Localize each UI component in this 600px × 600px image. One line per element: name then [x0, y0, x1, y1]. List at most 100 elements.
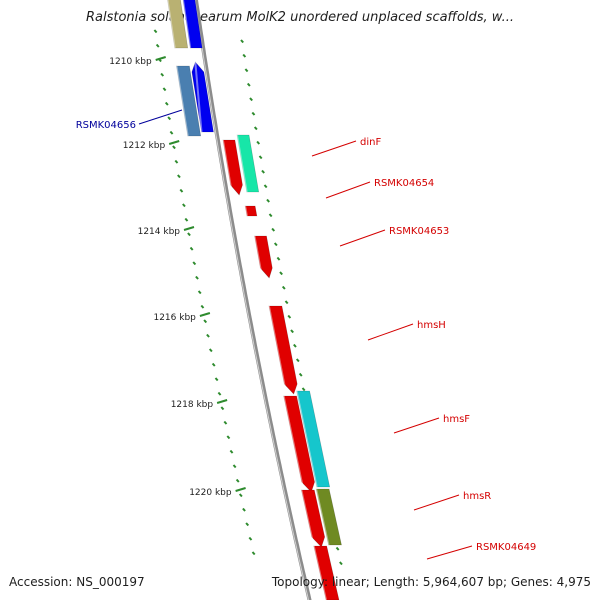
- gene-hmsh: [268, 305, 298, 395]
- gene-khaki-top: [167, 0, 189, 49]
- gene-blue-second: [191, 61, 214, 133]
- gene-hmsr-shine: [315, 488, 330, 546]
- right-track-guide-dot: [271, 227, 276, 232]
- left-track-guide-dot: [206, 333, 210, 338]
- scale-ticks: 1210 kbp 1212 kbp 1214 kbp 1216 kbp 1218 kbp…: [109, 56, 246, 498]
- gene-red-hmsf-strand: [283, 395, 315, 493]
- scale-tick: [235, 487, 246, 492]
- left-track-guide-dot: [200, 304, 205, 309]
- right-track-guide-dot: [279, 271, 283, 276]
- backbone-highlight: [194, 0, 310, 600]
- gene-label: hmsF: [443, 414, 470, 425]
- left-track-guide-dot: [217, 391, 222, 396]
- left-track-guide-dot: [160, 72, 165, 77]
- gene-leader-line: [311, 140, 357, 157]
- right-track-guide-dot: [281, 285, 286, 290]
- gene-label: hmsH: [417, 320, 446, 331]
- left-track-guide-dot: [184, 217, 189, 222]
- left-track-guide-dot: [235, 478, 240, 483]
- left-track-guide-dot: [223, 420, 228, 425]
- gene-rsmk04654: [244, 205, 258, 217]
- gene-features: [166, 0, 342, 600]
- gene-aqua: [236, 134, 260, 193]
- gene-hmsf: [296, 390, 331, 488]
- right-track-guide-dot: [256, 140, 261, 145]
- right-track-guide-dot: [298, 372, 303, 377]
- gene-label: RSMK04649: [476, 542, 536, 553]
- left-track-guide-dot: [167, 116, 172, 121]
- gene-blue-second-shine: [194, 61, 203, 133]
- gene-red-hmsr-strand-shine: [300, 489, 315, 548]
- gene-label: hmsR: [463, 491, 491, 502]
- gene-leader-line: [413, 494, 460, 511]
- left-track-guide-dot: [208, 348, 213, 353]
- scale-tick-label: 1216 kbp: [153, 313, 196, 323]
- right-track-guide-dot: [249, 97, 253, 102]
- gene-rsmk04653-shine: [253, 235, 264, 279]
- gene-leader-line: [339, 229, 386, 247]
- left-track-guide-dot: [172, 145, 176, 150]
- left-track-guide-dot: [187, 232, 191, 237]
- left-track-guide-dot: [177, 174, 181, 179]
- gene-red-hmsf-strand-shine: [282, 395, 305, 493]
- backbone-line: [193, 0, 312, 600]
- gene-leader-line: [393, 417, 440, 434]
- left-track-guide-dot: [162, 87, 167, 92]
- left-track-guide-dot: [226, 435, 231, 440]
- scale-tick-label: 1210 kbp: [109, 57, 152, 67]
- left-track-guide-dot: [251, 551, 256, 556]
- gene-red-hmsr-strand: [300, 489, 326, 548]
- right-track-guide-dot: [339, 561, 343, 566]
- left-track-guide-dot: [238, 493, 243, 498]
- gene-rsmk04654-shine: [244, 205, 248, 217]
- left-track-guide-dot: [232, 464, 237, 469]
- left-track-guide-dot: [169, 130, 174, 135]
- left-track-guide-dot: [182, 203, 186, 208]
- right-track-guide-dot: [242, 53, 247, 58]
- left-track-guide-dot: [189, 246, 194, 251]
- gene-aqua-shine: [236, 134, 248, 193]
- left-track-guide-dot: [248, 536, 253, 541]
- left-track-guide-dot: [220, 406, 225, 411]
- left-track-guide-dot: [164, 101, 169, 106]
- scale-tick: [183, 226, 195, 231]
- left-track-guide-dot: [153, 29, 158, 34]
- gene-hmsf-shine: [295, 390, 318, 488]
- right-track-guide-dot: [253, 126, 258, 131]
- left-track-guide-dot: [179, 188, 184, 193]
- right-track-guide-dot: [244, 68, 249, 73]
- gene-leader-line: [426, 545, 473, 560]
- left-track-guide-dot: [229, 449, 234, 454]
- right-track-guide-dot: [290, 329, 294, 334]
- right-track-guide-dot: [287, 314, 292, 319]
- right-track-guide-dot: [276, 256, 281, 261]
- gene-hmsh-shine: [267, 305, 288, 395]
- left-track-guide-dot: [211, 362, 216, 367]
- gene-rsmk04653: [254, 235, 273, 279]
- right-track-guide-dot: [295, 358, 300, 363]
- right-track-guide-dot: [258, 155, 263, 160]
- left-track-guide-dot: [195, 275, 199, 280]
- gene-leader-line: [325, 181, 371, 199]
- right-track-guide-dot: [273, 242, 278, 247]
- left-track-guide-dot: [197, 290, 202, 295]
- accession-text: Accession: NS_000197: [9, 575, 145, 589]
- gene-rsmk04656-shine: [175, 65, 189, 137]
- gene-rsmk04656: [176, 65, 202, 137]
- gene-label: RSMK04654: [374, 178, 434, 189]
- right-track-guide-dot: [284, 300, 289, 305]
- gene-label: dinF: [360, 137, 381, 148]
- gene-leader-line: [367, 323, 414, 341]
- left-track-guide-dot: [203, 319, 208, 324]
- right-track-guide-dot: [261, 169, 265, 174]
- left-track-guide-dot: [214, 377, 219, 382]
- scale-tick-label: 1218 kbp: [171, 400, 214, 410]
- left-track-guide-dot: [192, 261, 197, 266]
- gene-blue-top: [182, 0, 203, 49]
- scale-tick: [155, 56, 166, 61]
- gene-leader-line: [138, 109, 183, 125]
- right-track-guide-dot: [293, 343, 297, 348]
- scale-tick: [216, 399, 228, 404]
- right-track-guide-dot: [268, 213, 273, 218]
